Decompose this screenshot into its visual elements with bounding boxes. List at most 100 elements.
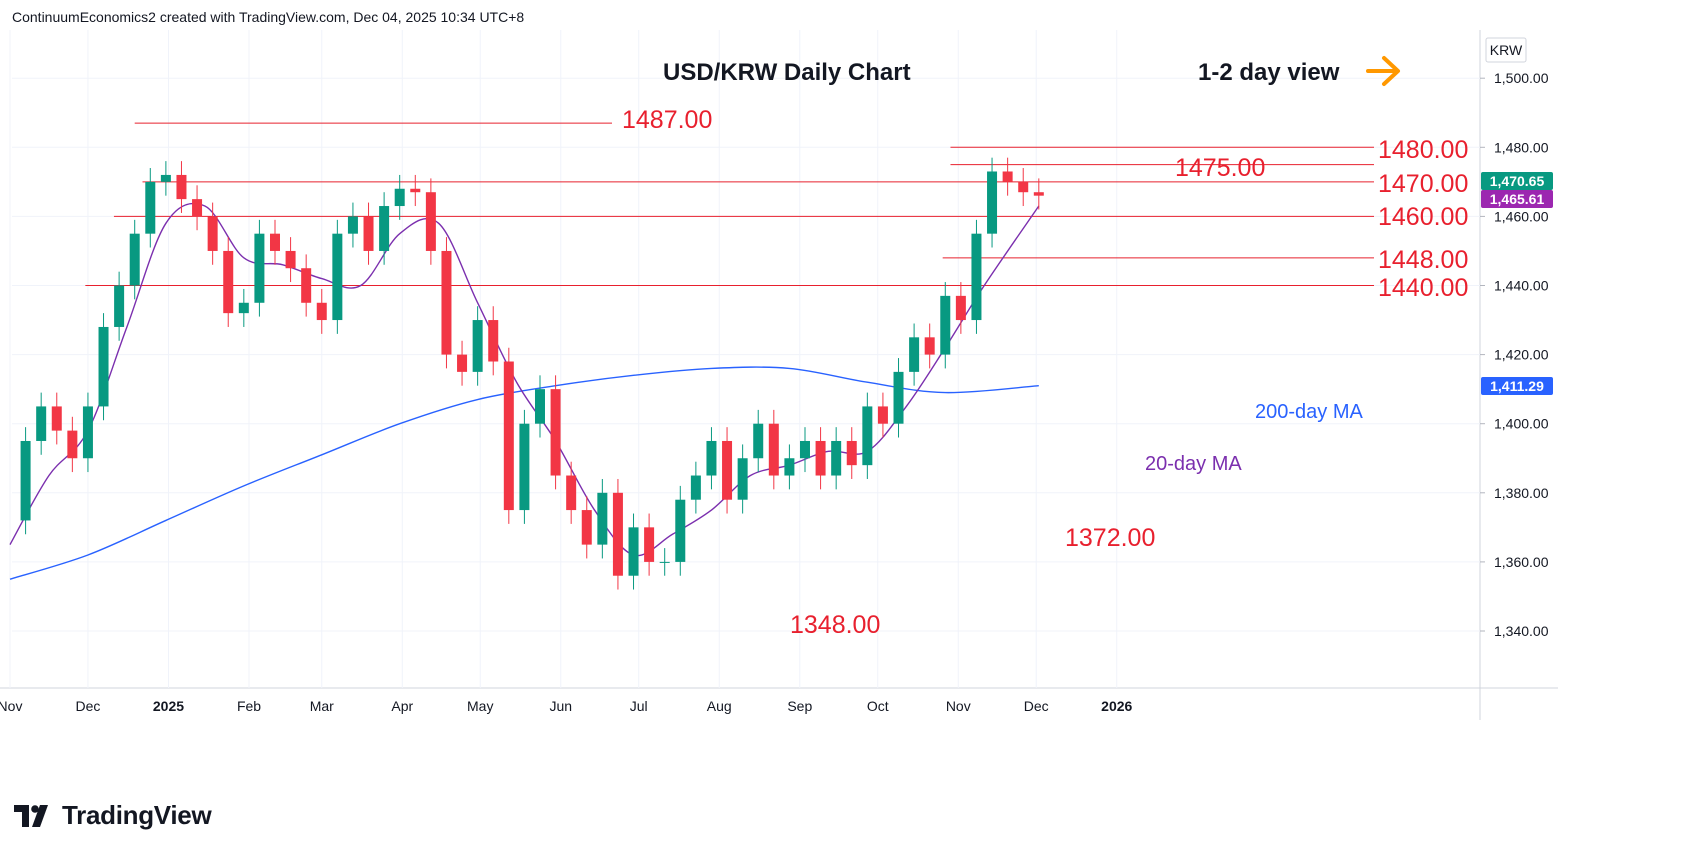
x-tick-label: 2026 bbox=[1101, 698, 1132, 714]
level-label: 1487.00 bbox=[622, 106, 712, 134]
candle-body[interactable] bbox=[114, 285, 125, 327]
x-tick-label: Aug bbox=[707, 698, 732, 714]
candle-body[interactable] bbox=[862, 406, 873, 466]
candle-body[interactable] bbox=[799, 440, 810, 459]
candle-body[interactable] bbox=[940, 295, 951, 355]
candle-body[interactable] bbox=[815, 440, 826, 476]
price-badge bbox=[1481, 172, 1553, 190]
candle-body[interactable] bbox=[67, 430, 78, 459]
low-label: 1372.00 bbox=[1065, 524, 1155, 552]
arrow-head bbox=[1382, 56, 1400, 86]
candle-body[interactable] bbox=[628, 527, 639, 576]
candle-body[interactable] bbox=[425, 192, 436, 251]
candle-body[interactable] bbox=[550, 389, 561, 476]
candle-body[interactable] bbox=[223, 250, 234, 314]
candle-body[interactable] bbox=[893, 371, 904, 424]
candle-body[interactable] bbox=[955, 295, 966, 321]
moving-averages bbox=[9, 202, 1040, 580]
chart-subtitle: 1-2 day view bbox=[1198, 59, 1340, 86]
candle-body[interactable] bbox=[1018, 181, 1029, 193]
chart-title: USD/KRW Daily Chart bbox=[663, 59, 911, 86]
tradingview-logo-icon bbox=[14, 804, 48, 827]
candle-body[interactable] bbox=[612, 492, 623, 576]
candle-body[interactable] bbox=[269, 233, 280, 251]
candle-body[interactable] bbox=[566, 475, 577, 511]
candle-body[interactable] bbox=[192, 199, 203, 217]
candle-body[interactable] bbox=[737, 458, 748, 500]
candle-body[interactable] bbox=[472, 320, 483, 372]
candle-body[interactable] bbox=[441, 250, 452, 355]
candle-body[interactable] bbox=[644, 527, 655, 562]
x-tick-label: Nov bbox=[0, 698, 22, 714]
tradingview-brand: TradingView bbox=[14, 800, 212, 831]
candle-body[interactable] bbox=[690, 475, 701, 500]
candle-body[interactable] bbox=[753, 423, 764, 459]
candle-body[interactable] bbox=[20, 440, 31, 521]
candle-body[interactable] bbox=[394, 188, 405, 207]
price-axis: 1,340.00 1,360.00 1,380.00 1,400.00 1,420.00… bbox=[1480, 37, 1553, 639]
candle-body[interactable] bbox=[316, 302, 327, 321]
candle-body[interactable] bbox=[768, 423, 779, 476]
candle-body[interactable] bbox=[51, 406, 62, 431]
candle-body[interactable] bbox=[784, 458, 795, 476]
x-tick-label: May bbox=[467, 698, 493, 714]
candle-body[interactable] bbox=[722, 440, 733, 500]
price-badge-label: 1,411.29 bbox=[1490, 378, 1544, 394]
price-badge-label: 1,470.65 bbox=[1490, 173, 1545, 189]
arrow-right-icon bbox=[1366, 56, 1400, 86]
candle-body[interactable] bbox=[581, 510, 592, 545]
candle-body[interactable] bbox=[285, 250, 296, 269]
currency-label: KRW bbox=[1490, 42, 1523, 58]
low-label: 1348.00 bbox=[790, 611, 880, 639]
candle-body[interactable] bbox=[145, 181, 156, 234]
candle-body[interactable] bbox=[238, 302, 249, 314]
candle-body[interactable] bbox=[207, 216, 218, 251]
candle-body[interactable] bbox=[98, 326, 109, 407]
candle-body[interactable] bbox=[846, 440, 857, 466]
candle-body[interactable] bbox=[519, 423, 530, 511]
candle-body[interactable] bbox=[877, 406, 888, 424]
currency-box bbox=[1485, 37, 1527, 63]
candle-body[interactable] bbox=[597, 492, 608, 545]
candle-body[interactable] bbox=[659, 561, 670, 563]
candle-body[interactable] bbox=[301, 268, 312, 303]
level-label: 1440.00 bbox=[1378, 274, 1468, 302]
y-tick-label: 1,420.00 bbox=[1494, 347, 1549, 363]
candle-body[interactable] bbox=[176, 174, 187, 200]
level-label: 1475.00 bbox=[1175, 154, 1265, 182]
y-tick-label: 1,380.00 bbox=[1494, 485, 1549, 501]
candle-body[interactable] bbox=[706, 440, 717, 476]
candle-body[interactable] bbox=[503, 361, 514, 511]
candle-body[interactable] bbox=[488, 320, 499, 362]
x-tick-label: 2025 bbox=[153, 698, 184, 714]
candle-body[interactable] bbox=[82, 406, 93, 459]
y-tick-label: 1,460.00 bbox=[1494, 208, 1549, 224]
candle-body[interactable] bbox=[129, 233, 140, 286]
candle-body[interactable] bbox=[909, 337, 920, 372]
candle-body[interactable] bbox=[457, 354, 468, 372]
candle-body[interactable] bbox=[1002, 171, 1013, 182]
candle-body[interactable] bbox=[924, 337, 935, 355]
candle-body[interactable] bbox=[987, 171, 998, 234]
x-tick-label: Jul bbox=[630, 698, 648, 714]
x-tick-label: Nov bbox=[946, 698, 971, 714]
candle-body[interactable] bbox=[36, 406, 47, 441]
candle-body[interactable] bbox=[379, 206, 390, 251]
candle-body[interactable] bbox=[1033, 192, 1044, 196]
candle-body[interactable] bbox=[160, 174, 171, 182]
x-tick-label: Feb bbox=[237, 698, 261, 714]
candle-body[interactable] bbox=[332, 233, 343, 321]
candle-body[interactable] bbox=[831, 440, 842, 476]
ma20-line bbox=[9, 202, 1040, 557]
x-tick-label: Oct bbox=[867, 698, 889, 714]
candle-body[interactable] bbox=[675, 499, 686, 562]
candle-body[interactable] bbox=[534, 389, 545, 424]
candle-body[interactable] bbox=[971, 233, 982, 321]
candle-body[interactable] bbox=[254, 233, 265, 303]
candle-body[interactable] bbox=[410, 188, 421, 193]
price-badge bbox=[1481, 190, 1553, 208]
x-tick-label: Jun bbox=[549, 698, 572, 714]
candle-body[interactable] bbox=[347, 216, 358, 234]
candle-body[interactable] bbox=[363, 216, 374, 251]
